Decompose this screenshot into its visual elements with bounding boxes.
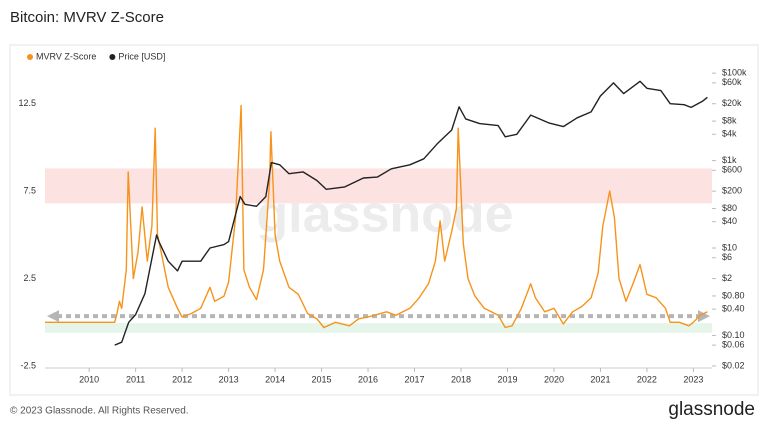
y-tick-label: 12.5 — [18, 98, 36, 108]
legend-label: Price [USD] — [118, 51, 165, 61]
band — [45, 168, 712, 204]
legend-marker — [27, 54, 33, 60]
y2-tick-label: $80 — [722, 203, 737, 213]
series-line — [45, 104, 708, 329]
y-tick-label: 2.5 — [23, 273, 36, 283]
chart-frame — [9, 44, 759, 396]
reference-arrow — [47, 310, 59, 323]
y2-tick-label: $40 — [722, 216, 737, 226]
x-tick-label: 2011 — [126, 374, 145, 384]
x-tick-label: 2013 — [219, 374, 239, 384]
y-tick-label: 7.5 — [23, 186, 36, 196]
x-tick-label: 2014 — [265, 374, 285, 384]
legend-marker — [109, 54, 116, 60]
y2-tick-label: $1k — [722, 155, 737, 165]
x-tick-label: 2017 — [405, 374, 425, 384]
x-tick-label: 2021 — [590, 374, 610, 384]
band — [45, 323, 712, 333]
series-line — [114, 80, 708, 346]
y2-tick-label: $10 — [722, 242, 737, 252]
y2-tick-label: $200 — [722, 186, 742, 196]
y2-tick-label: $0.02 — [722, 360, 745, 370]
x-tick-label: 2018 — [451, 374, 471, 384]
x-tick-label: 2020 — [544, 374, 564, 384]
y2-tick-label: $600 — [722, 165, 742, 175]
y2-tick-label: $2 — [722, 273, 732, 283]
x-tick-label: 2022 — [637, 374, 657, 384]
legend-label: MVRV Z-Score — [36, 51, 96, 61]
x-tick-label: 2010 — [79, 374, 99, 384]
chart-title: Bitcoin: MVRV Z-Score — [10, 9, 164, 26]
y2-tick-label: $100k — [722, 68, 747, 78]
x-tick-label: 2016 — [358, 374, 378, 384]
y2-tick-label: $0.06 — [722, 340, 745, 350]
y2-tick-label: $8k — [722, 115, 737, 125]
reference-arrow — [698, 310, 710, 323]
x-tick-label: 2019 — [497, 374, 517, 384]
y2-tick-label: $4k — [722, 129, 737, 139]
y2-tick-label: $0.10 — [722, 330, 745, 340]
y2-tick-label: $6 — [722, 252, 732, 262]
copyright: © 2023 Glassnode. All Rights Reserved. — [10, 406, 189, 417]
logo: glassnode — [668, 399, 755, 420]
y2-tick-label: $0.40 — [722, 304, 745, 314]
y2-tick-label: $60k — [722, 77, 742, 87]
y2-tick-label: $0.80 — [722, 290, 745, 300]
y-tick-label: -2.5 — [20, 360, 36, 370]
x-tick-label: 2023 — [683, 374, 703, 384]
x-tick-label: 2015 — [312, 374, 332, 384]
y2-tick-label: $20k — [722, 98, 742, 108]
x-tick-label: 2012 — [172, 374, 192, 384]
